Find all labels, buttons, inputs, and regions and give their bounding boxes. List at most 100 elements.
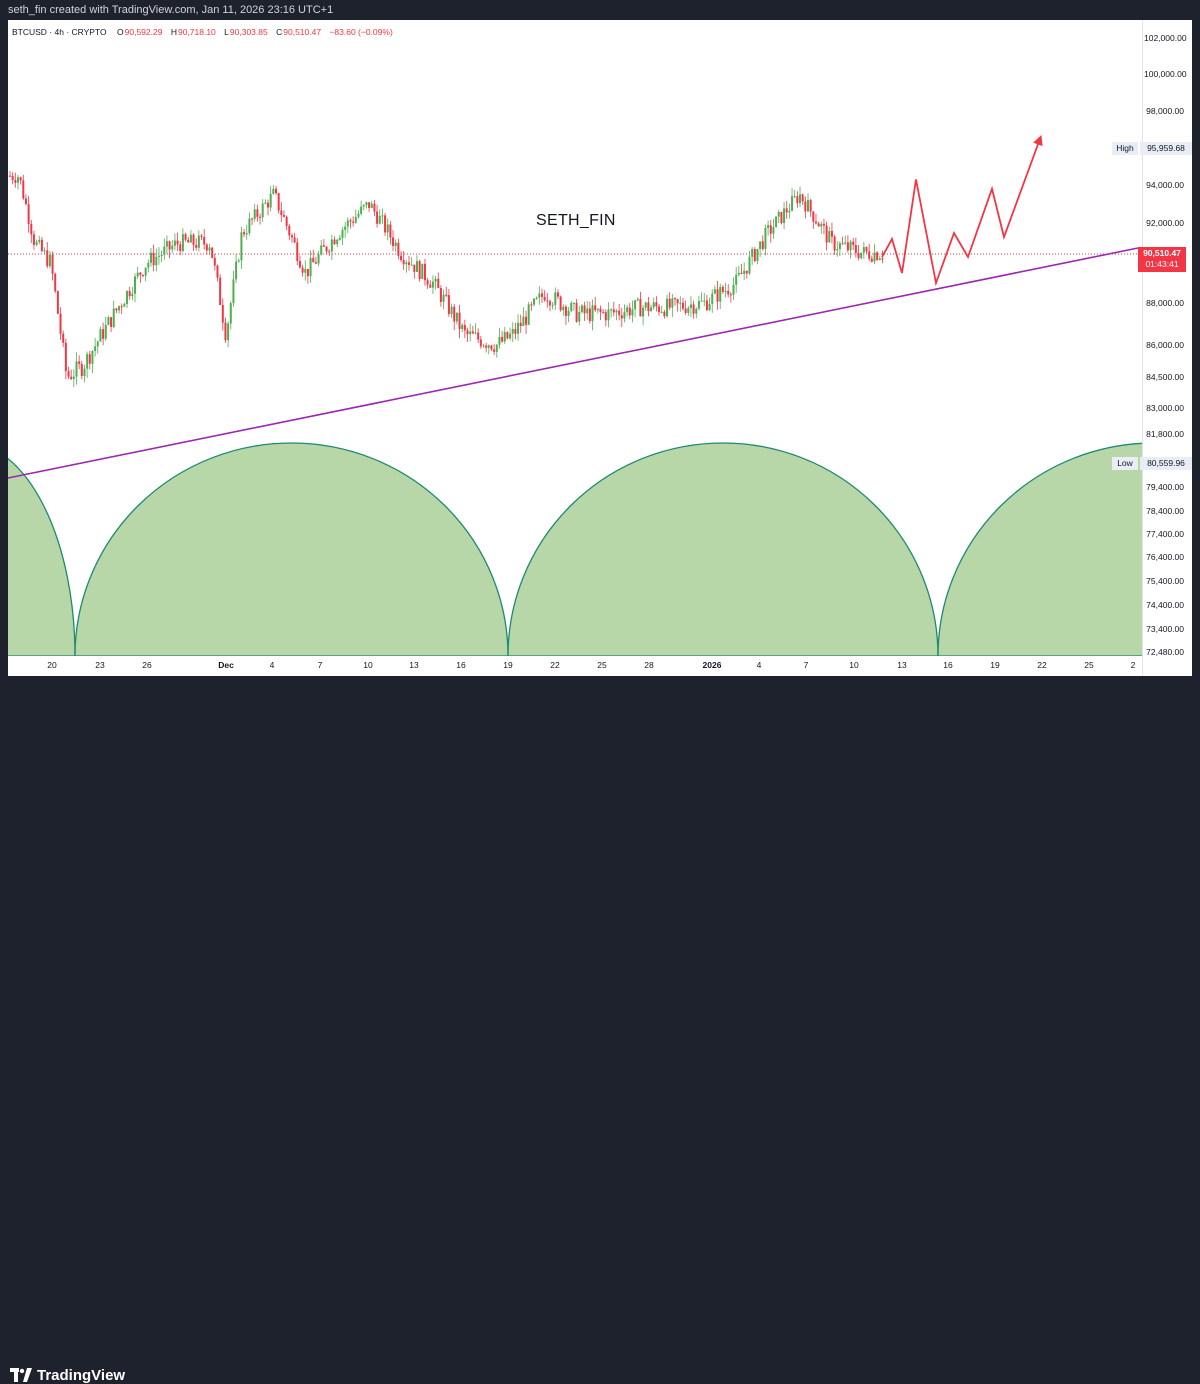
price-tick: 72,480.00 [1146,647,1184,657]
trendline[interactable] [7,247,1139,479]
candle-body [812,211,815,222]
candle-body [253,209,256,219]
candle-body [213,257,216,266]
price-tick: 74,400.00 [1146,600,1184,610]
candle-body [232,279,235,304]
candle-body [421,263,424,279]
price-tick: 73,400.00 [1146,624,1184,634]
candle-body [408,262,410,265]
candle-body [485,345,488,348]
cycle-arch[interactable] [74,442,509,656]
candle-body [804,201,807,212]
legend-symbol[interactable]: BTCUSD · 4h · CRYPTO [12,27,107,37]
cycle-arch[interactable] [0,443,76,656]
candle-body [567,310,570,316]
candle-body [729,294,732,296]
candle-body [368,202,371,208]
time-tick: 2 [1130,660,1136,670]
candle-body [235,261,238,280]
candle-body [615,310,618,313]
candle-body [94,346,97,351]
candle-body [783,208,786,223]
candle-body [402,259,405,265]
candle-body [336,239,339,245]
brand-name: TradingView [37,1366,126,1384]
candle-body [841,243,844,245]
candle-body [711,293,714,304]
candle-body [357,213,360,217]
candle-body [195,244,198,248]
candle-body [38,239,41,243]
candle-body [716,289,719,302]
price-tick: 79,400.00 [1146,482,1184,492]
candle-body [458,312,461,330]
candle-body [628,307,631,316]
candles [9,171,884,387]
cycle-arch[interactable] [937,442,1200,656]
candle-body [179,244,182,252]
candle-body [620,315,623,319]
chart-canvas[interactable] [0,0,1200,721]
candle-body [873,252,876,262]
candle-body [705,300,708,310]
candle-body [838,243,841,250]
candle-body [272,188,275,194]
candle-body [820,223,823,227]
candle-body [471,331,474,334]
legend-close-label: C [276,27,283,37]
candle-body [543,296,546,301]
candle-body [546,300,549,302]
candle-body [748,256,751,274]
candle-body [825,225,828,243]
candle-body [149,252,152,263]
candle-body [293,237,296,243]
time-tick: Dec [218,660,234,670]
candle-body [533,298,536,305]
time-tick: 25 [1084,660,1094,670]
candle-body [155,256,158,266]
price-axis[interactable] [1142,20,1193,676]
candle-body [759,241,762,249]
candle-body [317,254,320,264]
candle-body [852,241,855,246]
candle-body [118,306,121,311]
candle-body [554,292,557,305]
candle-body [732,284,735,295]
candle-body [822,223,825,226]
tradingview-logo[interactable]: TradingView [10,1366,125,1384]
candle-body [559,296,562,311]
candle-body [328,251,331,253]
price-tick: 78,400.00 [1146,506,1184,516]
candle-body [296,242,299,261]
candle-body [365,202,368,206]
cycle-arch[interactable] [507,442,939,656]
candle-body [684,308,687,313]
candle-body [83,368,86,376]
symbol-legend[interactable]: BTCUSD · 4h · CRYPTO O90,592.29 H90,718.… [12,27,399,37]
candle-body [259,216,262,218]
candle-body [392,237,395,247]
legend-change: −83.60 (−0.09%) [329,27,393,37]
candle-body [290,235,293,238]
time-tick: 28 [644,660,654,670]
time-tick: 7 [803,660,809,670]
candle-body [466,330,469,335]
projection-path[interactable] [881,138,1041,287]
candle-body [681,302,684,309]
candle-body [495,344,498,352]
candle-body [814,221,817,224]
candle-body [168,241,171,250]
candle-body [192,234,195,245]
candle-body [72,376,75,379]
candle-body [522,316,525,327]
candle-body [602,311,605,313]
candle-body [652,302,655,308]
candle-body [586,308,589,314]
last-price-tag[interactable]: 90,510.47 01:43:41 [1138,247,1186,272]
candle-body [844,242,847,244]
candle-body [735,274,738,285]
candle-body [264,202,267,204]
candle-body [123,304,126,307]
time-tick: 7 [317,660,323,670]
candle-body [833,236,836,251]
